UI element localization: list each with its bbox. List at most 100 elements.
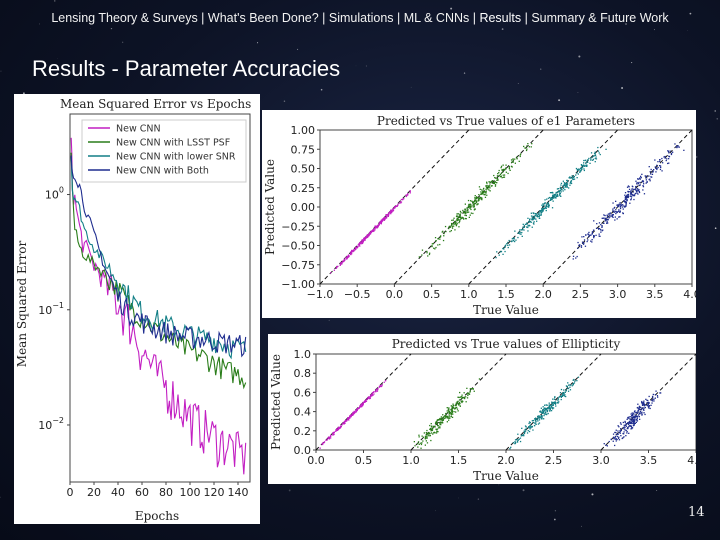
star — [297, 48, 299, 50]
scatter-point — [478, 378, 481, 380]
scatter-point — [446, 415, 448, 417]
scatter-point — [554, 396, 556, 398]
y-tick-label: −0.75 — [281, 259, 315, 272]
nav-item[interactable]: What's Been Done? — [207, 11, 319, 25]
scatter-point — [592, 155, 595, 157]
scatter-point — [381, 220, 384, 222]
scatter-point — [343, 423, 345, 425]
x-tick-label: 140 — [228, 486, 249, 499]
scatter-point — [527, 143, 529, 145]
x-tick-label: 2.0 — [497, 454, 515, 467]
scatter-point — [659, 392, 661, 394]
nav-item[interactable]: Results — [479, 11, 522, 25]
scatter-point — [469, 388, 471, 390]
scatter-point — [614, 216, 616, 218]
scatter-point — [651, 402, 653, 404]
scatter-point — [641, 404, 644, 406]
scatter-point — [523, 229, 525, 231]
scatter-point — [647, 404, 649, 406]
scatter-point — [333, 431, 335, 433]
scatter-point — [622, 427, 624, 429]
scatter-point — [514, 443, 516, 445]
scatter-point — [426, 250, 428, 253]
x-tick-label: 3.0 — [609, 288, 627, 301]
scatter-point — [446, 417, 449, 419]
scatter-point — [425, 440, 427, 442]
scatter-point — [481, 197, 483, 199]
scatter-point — [581, 241, 584, 243]
scatter-point — [631, 188, 633, 190]
nav-item[interactable]: ML & CNNs — [403, 11, 470, 25]
scatter-point — [341, 261, 343, 263]
nav-item[interactable]: Summary & Future Work — [531, 11, 669, 25]
star — [463, 72, 466, 74]
scatter-point — [426, 442, 429, 444]
scatter-point — [361, 403, 363, 405]
scatter-point — [599, 235, 601, 237]
scatter-point — [585, 234, 587, 236]
scatter-point — [544, 199, 546, 201]
nav-item[interactable]: Simulations — [328, 11, 394, 25]
scatter-point — [399, 201, 402, 203]
scatter-point — [459, 214, 461, 216]
scatter-point — [512, 158, 514, 160]
scatter-point — [377, 226, 379, 228]
scatter-point — [578, 169, 581, 171]
scatter-point — [332, 433, 335, 436]
scatter-point — [452, 406, 454, 408]
scatter-point — [349, 415, 351, 417]
nav-item[interactable]: Lensing Theory & Surveys — [51, 11, 198, 25]
scatter-point — [629, 421, 631, 424]
scatter-point — [644, 175, 646, 177]
scatter-point — [566, 186, 568, 188]
scatter-point — [552, 408, 554, 410]
scatter-point — [664, 157, 666, 159]
scatter-point — [562, 185, 564, 187]
scatter-point — [504, 246, 506, 248]
scatter-point — [444, 415, 446, 417]
scatter-point — [515, 442, 517, 444]
scatter-point — [530, 212, 532, 214]
scatter-point — [579, 170, 582, 172]
scatter-point — [442, 230, 444, 232]
scatter-point — [605, 148, 607, 150]
scatter-point — [517, 232, 519, 234]
scatter-point — [465, 396, 467, 398]
scatter-point — [581, 167, 583, 169]
scatter-point — [627, 427, 629, 430]
scatter-point — [619, 430, 621, 432]
scatter-point — [603, 217, 605, 219]
scatter-point — [647, 399, 649, 402]
scatter-point — [472, 201, 474, 203]
scatter-point — [652, 170, 654, 172]
scatter-point — [626, 186, 629, 188]
scatter-point — [589, 234, 591, 236]
scatter-point — [348, 416, 351, 418]
scatter-point — [586, 161, 588, 163]
scatter-point — [364, 400, 366, 402]
scatter-point — [626, 199, 628, 202]
scatter-point — [582, 165, 585, 167]
scatter-point — [459, 405, 461, 407]
scatter-point — [561, 395, 563, 397]
scatter-point — [451, 226, 453, 228]
scatter-point — [532, 222, 535, 224]
scatter-point — [540, 411, 543, 413]
scatter-point — [643, 193, 646, 195]
scatter-point — [563, 393, 565, 395]
scatter-point — [627, 195, 630, 197]
scatter-point — [643, 407, 645, 409]
scatter-point — [573, 175, 575, 178]
scatter-point — [580, 245, 583, 247]
scatter-point — [638, 405, 641, 407]
scatter-point — [583, 242, 585, 244]
scatter-point — [459, 215, 461, 217]
scatter-point — [634, 419, 636, 421]
legend-label: New CNN with LSST PSF — [116, 138, 230, 149]
scatter-point — [643, 412, 645, 414]
scatter-point — [344, 420, 346, 423]
scatter-point — [623, 200, 625, 202]
scatter-point — [624, 424, 627, 427]
scatter-point — [458, 404, 460, 406]
x-tick-label: 1.5 — [497, 288, 515, 301]
